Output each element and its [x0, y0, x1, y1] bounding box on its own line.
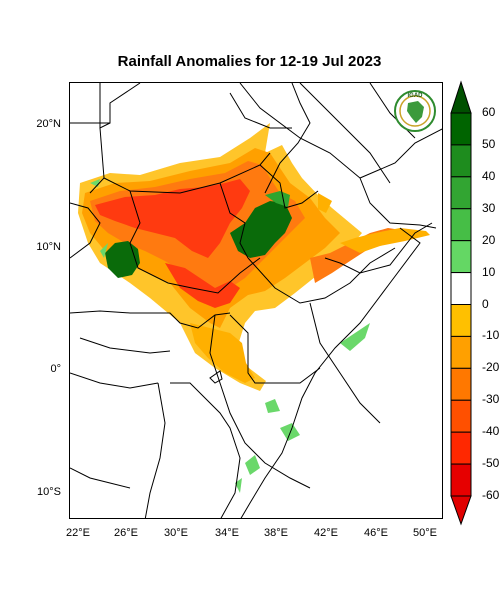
colorbar-segment: [450, 176, 472, 210]
colorbar-tick-label: -30: [482, 392, 499, 407]
colorbar-segment: [450, 367, 472, 401]
colorbar-tick-label: 30: [482, 200, 496, 215]
lat-label-20n: 20°N: [36, 118, 61, 130]
colorbar-tick-label: 40: [482, 168, 496, 183]
igad-logo-icon: IGAD: [394, 90, 436, 132]
lon-label-34e: 34°E: [215, 527, 239, 539]
colorbar-tick-label: 50: [482, 136, 496, 151]
colorbar-segment: [450, 272, 472, 305]
map-panel: IGAD: [69, 82, 443, 519]
colorbar-segment: [450, 304, 472, 337]
colorbar-tick-label: 0: [482, 296, 489, 311]
wet-anomaly-area: [90, 179, 370, 493]
colorbar-segment: [450, 399, 472, 433]
colorbar-segment: [450, 240, 472, 274]
colorbar-segments: [450, 112, 472, 497]
dry-anomaly-area: [78, 123, 430, 391]
colorbar-tick-label: -60: [482, 488, 499, 502]
lat-label-0: 0°: [50, 363, 61, 375]
colorbar-tick-label: -40: [482, 424, 499, 439]
colorbar-bottom-arrow: [450, 495, 472, 526]
colorbar-tick-label: 20: [482, 232, 496, 247]
colorbar-top-arrow: [450, 80, 472, 114]
map-title: Rainfall Anomalies for 12-19 Jul 2023: [117, 53, 382, 70]
lon-label-26e: 26°E: [114, 527, 138, 539]
lon-label-22e: 22°E: [66, 527, 90, 539]
lon-label-46e: 46°E: [364, 527, 388, 539]
rainfall-anomaly-map: IGAD: [70, 83, 442, 518]
colorbar-tick-label: -50: [482, 456, 499, 471]
colorbar-tick-label: -20: [482, 360, 499, 375]
lon-label-42e: 42°E: [314, 527, 338, 539]
colorbar-segment: [450, 144, 472, 178]
colorbar: [450, 80, 472, 526]
colorbar-tick-label: 60: [482, 105, 496, 119]
colorbar-segment: [450, 112, 472, 146]
colorbar-segment: [450, 208, 472, 242]
lon-label-38e: 38°E: [264, 527, 288, 539]
lon-label-50e: 50°E: [413, 527, 437, 539]
colorbar-tick-label: -10: [482, 328, 499, 343]
igad-logo-text: IGAD: [408, 93, 424, 99]
colorbar-segment: [450, 463, 472, 497]
lat-label-10n: 10°N: [36, 241, 61, 253]
colorbar-segment: [450, 431, 472, 465]
lat-label-10s: 10°S: [37, 486, 61, 498]
country-borders: [70, 83, 442, 518]
colorbar-segment: [450, 335, 472, 369]
colorbar-tick-label: 10: [482, 264, 496, 279]
lon-label-30e: 30°E: [164, 527, 188, 539]
